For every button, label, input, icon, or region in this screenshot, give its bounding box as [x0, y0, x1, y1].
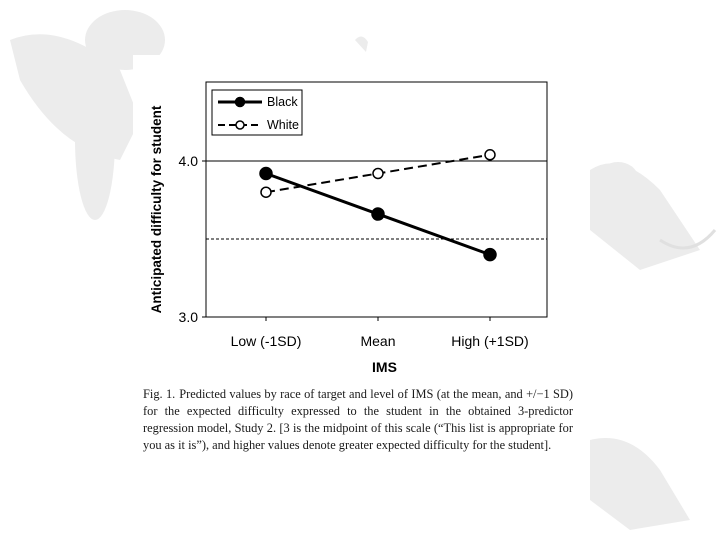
figure-panel: 3.0 4.0 Low (-1SD) Mean High (+1SD) IMS Antici… [133, 55, 588, 477]
legend-marker-black [234, 96, 246, 108]
x-tick-label: High (+1SD) [451, 333, 528, 349]
legend-label-white: White [267, 118, 299, 132]
data-point-black [259, 166, 273, 181]
x-axis-label: IMS [372, 359, 397, 375]
plot-frame [205, 81, 548, 318]
y-tick-label: 4.0 [179, 153, 199, 169]
caption-text: Predicted values by race of target and l… [143, 387, 573, 452]
data-point-white [260, 186, 272, 198]
legend-marker-white [235, 120, 245, 130]
legend-label-black: Black [267, 95, 298, 109]
y-tick-label: 3.0 [179, 309, 199, 325]
line-chart: 3.0 4.0 Low (-1SD) Mean High (+1SD) IMS Antici… [149, 81, 548, 375]
x-tick-label: Low (-1SD) [231, 333, 302, 349]
data-point-black [371, 207, 385, 221]
x-tick-label: Mean [360, 333, 395, 349]
figure-caption: Fig. 1. Predicted values by race of targe… [143, 386, 573, 454]
caption-prefix: Fig. 1. [143, 387, 176, 401]
data-point-black [483, 247, 497, 262]
data-point-white [372, 167, 384, 180]
legend-box [211, 89, 303, 136]
y-axis-label: Anticipated difficulty for student [149, 105, 164, 313]
data-point-white [484, 149, 496, 161]
